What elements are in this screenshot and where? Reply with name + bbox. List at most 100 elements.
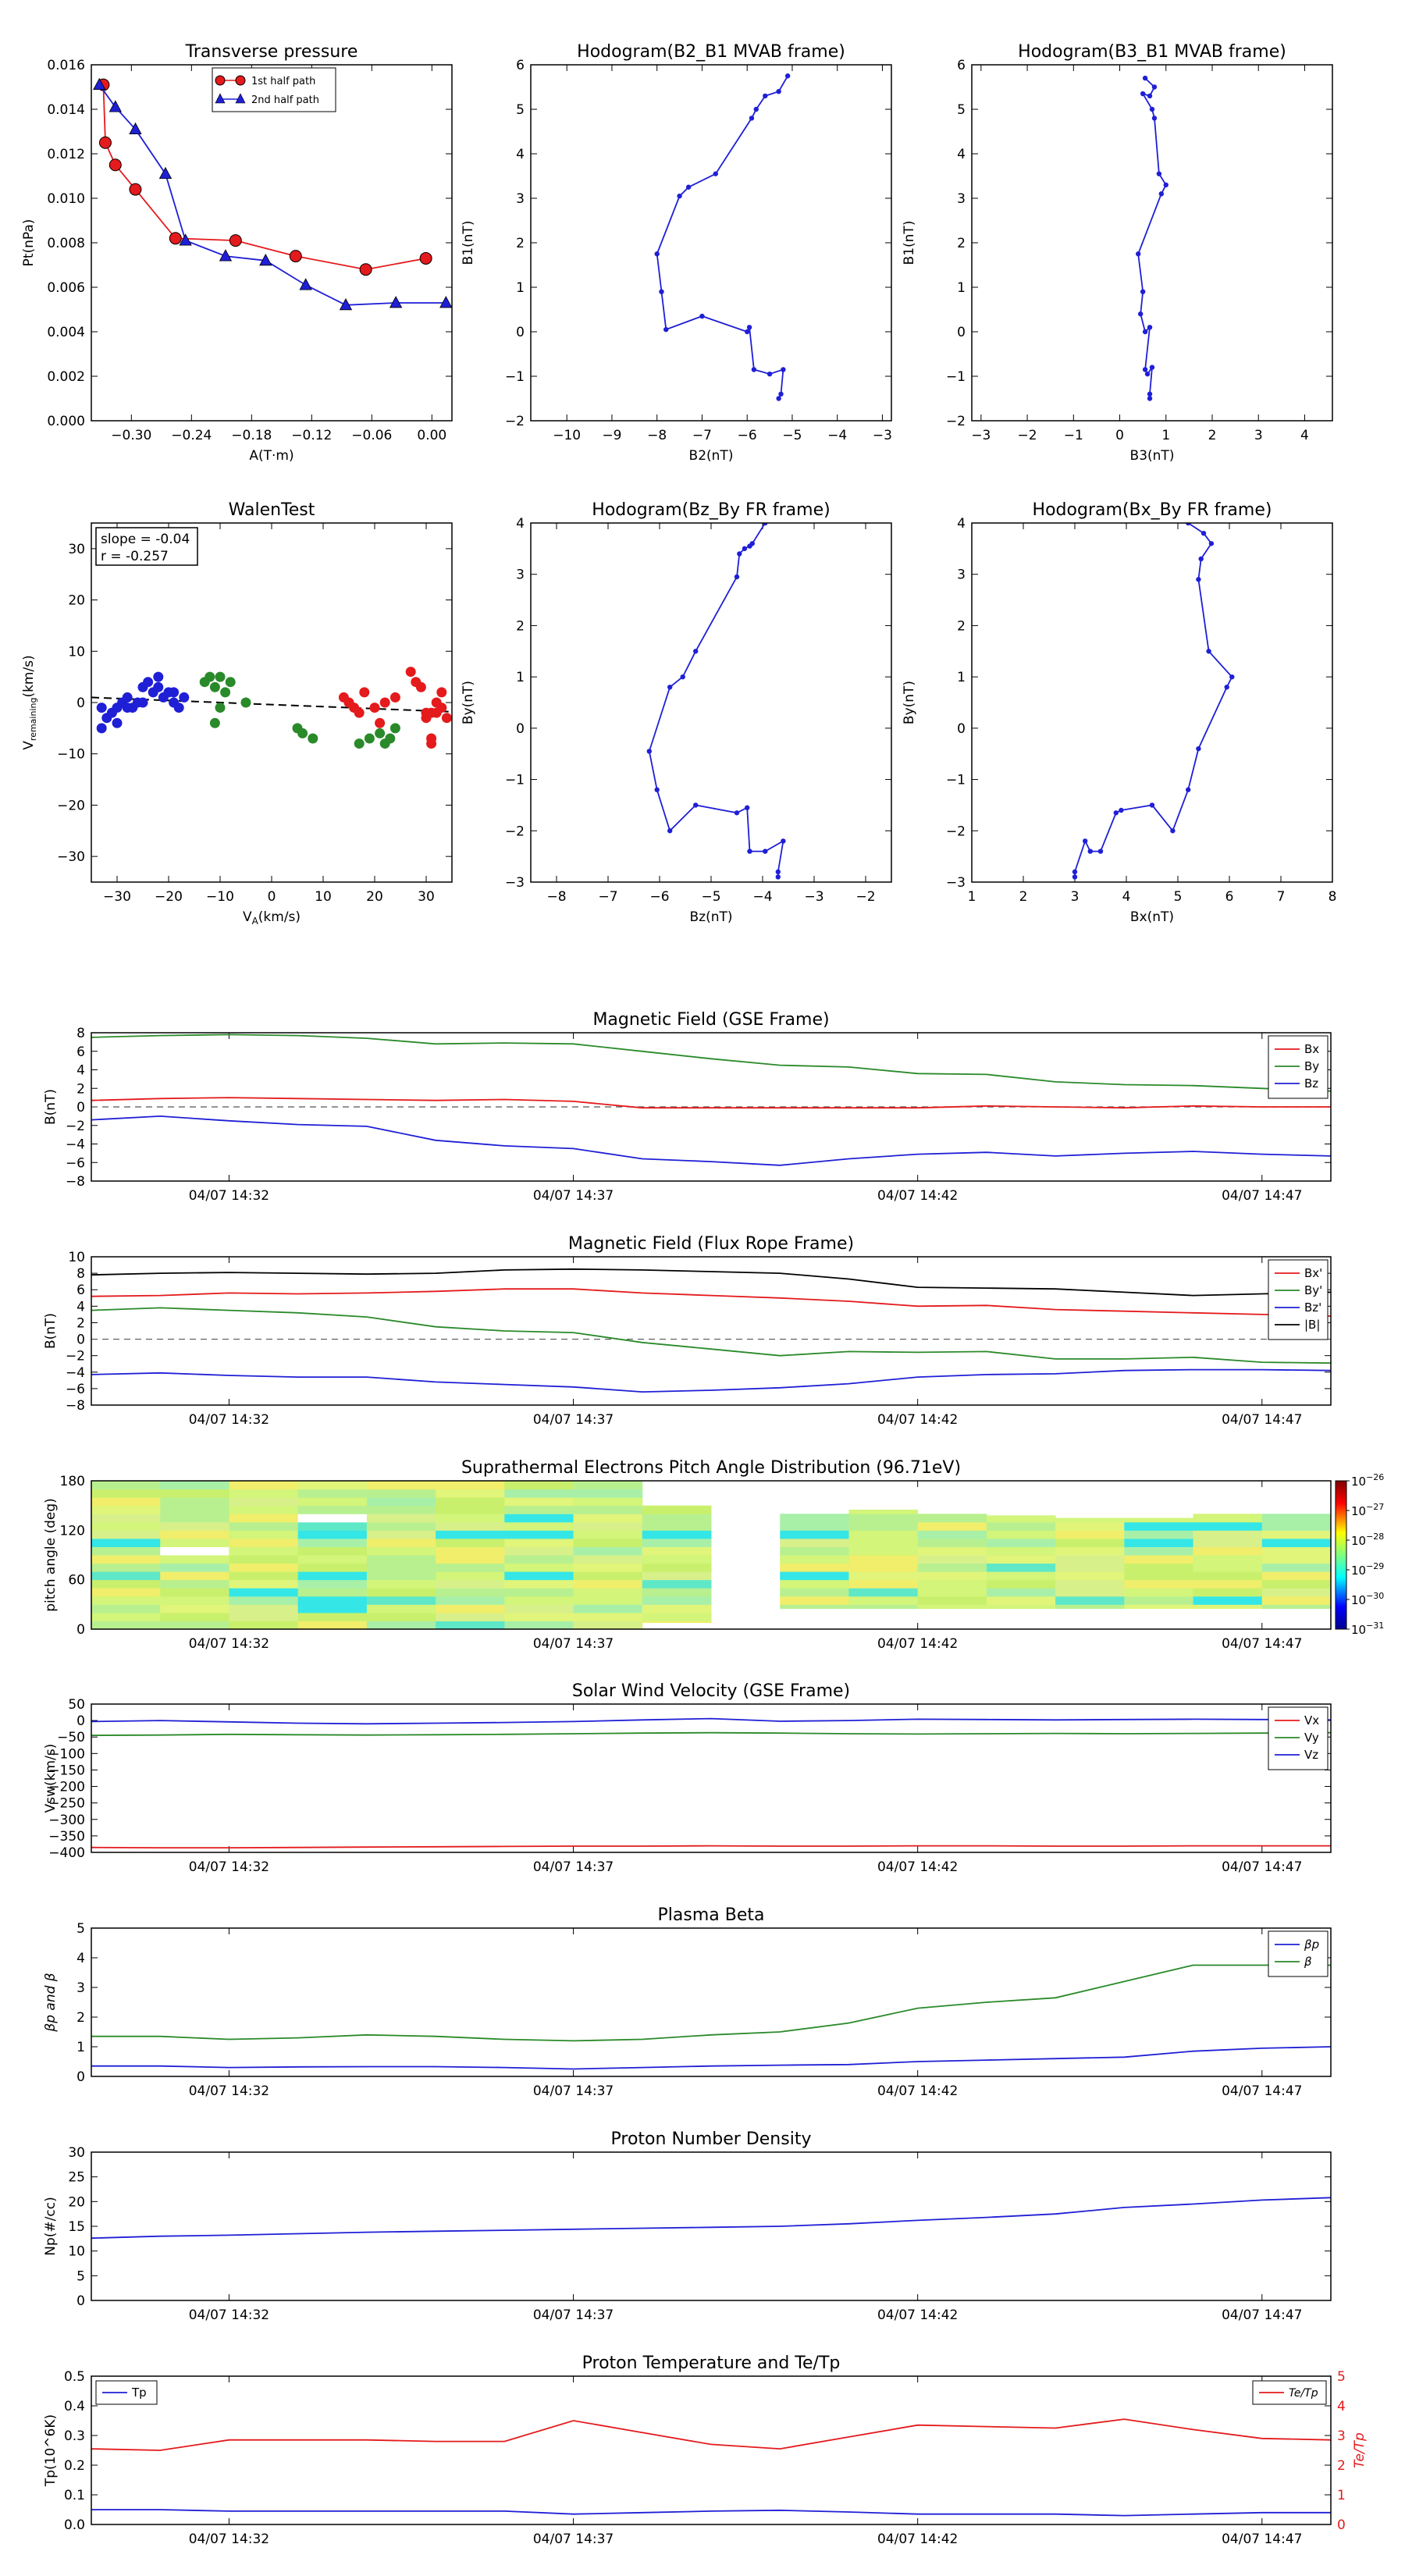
heatmap-cell (366, 1546, 436, 1556)
data-point (299, 278, 312, 290)
heatmap-cell (366, 1563, 436, 1572)
x-tick-label: −20 (155, 889, 183, 905)
heatmap-cell (1193, 1546, 1263, 1556)
data-point (205, 671, 215, 682)
y-tick-label: −200 (48, 1780, 85, 1795)
heatmap-cell (986, 1521, 1056, 1531)
heatmap-cell (573, 1588, 643, 1597)
heatmap-cell (1055, 1579, 1125, 1589)
data-point (215, 703, 226, 713)
x-tick-label: 0.00 (417, 428, 446, 443)
chart-title: Proton Temperature and Te/Tp (582, 2354, 841, 2373)
y-tick-label: 2 (516, 618, 525, 634)
x-tick-label: 04/07 14:32 (189, 1859, 269, 1875)
data-point (405, 667, 416, 678)
heatmap-cell (1193, 1596, 1263, 1605)
data-point (749, 116, 755, 121)
heatmap-cell (848, 1604, 919, 1610)
x-tick-label: −6 (738, 428, 757, 443)
colorbar (1335, 1480, 1347, 1630)
y2-tick-label: 1 (1337, 2488, 1346, 2503)
y-tick-label: 3 (516, 191, 525, 207)
data-point (359, 263, 372, 276)
y-tick-label: −20 (57, 798, 85, 813)
data-point (745, 329, 750, 335)
heatmap-cell (917, 1604, 987, 1610)
heatmap-cell (366, 1530, 436, 1539)
heatmap-cell (1261, 1546, 1331, 1556)
x-tick-label: 10 (315, 889, 332, 905)
data-point (1113, 810, 1119, 816)
x-tick-label: −8 (647, 428, 667, 443)
heatmap-cell (986, 1596, 1056, 1605)
data-point (693, 649, 699, 654)
heatmap-cell (642, 1579, 712, 1589)
heatmap-cell (436, 1579, 505, 1589)
heatmap-cell (366, 1497, 436, 1507)
heatmap-cell (229, 1481, 299, 1490)
heatmap-cell (986, 1538, 1056, 1547)
heatmap-cell (504, 1489, 574, 1498)
x-tick-label: −2 (855, 889, 875, 905)
heatmap-cell (436, 1612, 505, 1621)
x-tick-label: 30 (418, 889, 435, 905)
heatmap-cell (229, 1596, 299, 1605)
plot-area (93, 77, 452, 311)
data-point (767, 371, 773, 377)
data-point (179, 692, 190, 703)
y-tick-label: 0.016 (47, 58, 85, 73)
data-point (1147, 93, 1153, 99)
y-tick-label: 0 (76, 696, 85, 711)
x-tick-label: 04/07 14:42 (877, 1859, 958, 1875)
heatmap-cell (848, 1563, 919, 1572)
data-point (215, 671, 226, 682)
series-bx--line (91, 1288, 1331, 1317)
heatmap-cell (642, 1563, 712, 1572)
data-point (1149, 802, 1155, 808)
series-vy-line (91, 1731, 1331, 1737)
heatmap-cell (642, 1571, 712, 1581)
data-point (153, 671, 164, 682)
x-axis-label: Bz(nT) (689, 909, 732, 925)
data-point (389, 692, 400, 703)
chart-title: Transverse pressure (185, 42, 358, 62)
heatmap-cell (229, 1497, 299, 1507)
heatmap-cell (160, 1588, 229, 1597)
chart-title: Magnetic Field (GSE Frame) (592, 1010, 829, 1030)
plot-frame (91, 1032, 1332, 1182)
x-tick-label: 1 (1161, 428, 1170, 443)
data-point (1136, 251, 1141, 257)
y-tick-label: 0 (957, 721, 966, 737)
heatmap-cell (573, 1546, 643, 1556)
heatmap-cell (160, 1612, 229, 1621)
plot-frame (91, 1256, 1332, 1406)
data-point (737, 551, 742, 557)
x-tick-label: 04/07 14:32 (189, 1412, 269, 1428)
data-point (96, 703, 107, 713)
plot-frame (91, 1927, 1332, 2077)
heatmap-cell (436, 1571, 505, 1581)
heatmap-cell (91, 1546, 161, 1556)
data-point (680, 674, 685, 680)
data-point (98, 136, 112, 149)
plot-frame (91, 522, 453, 883)
plot-area (91, 1717, 1331, 1849)
y-tick-label: 25 (68, 2170, 85, 2186)
data-point (122, 703, 133, 713)
y-tick-label: 4 (516, 147, 525, 162)
y-tick-label: 0 (76, 2293, 85, 2309)
y-tick-label: 0 (76, 1713, 85, 1729)
x-tick-label: 6 (1225, 889, 1234, 905)
heatmap-cell (297, 1546, 368, 1556)
data-point (289, 250, 302, 263)
heatmap-cell (1261, 1514, 1331, 1523)
heatmap-cell (297, 1538, 368, 1547)
heatmap-cell (91, 1521, 161, 1531)
heatmap-cell (642, 1505, 712, 1514)
heatmap-cell (229, 1579, 299, 1589)
data-point (747, 849, 752, 854)
data-point (667, 828, 673, 834)
series-bz-line (91, 1115, 1331, 1166)
data-point (389, 296, 403, 308)
heatmap-cell (573, 1530, 643, 1539)
